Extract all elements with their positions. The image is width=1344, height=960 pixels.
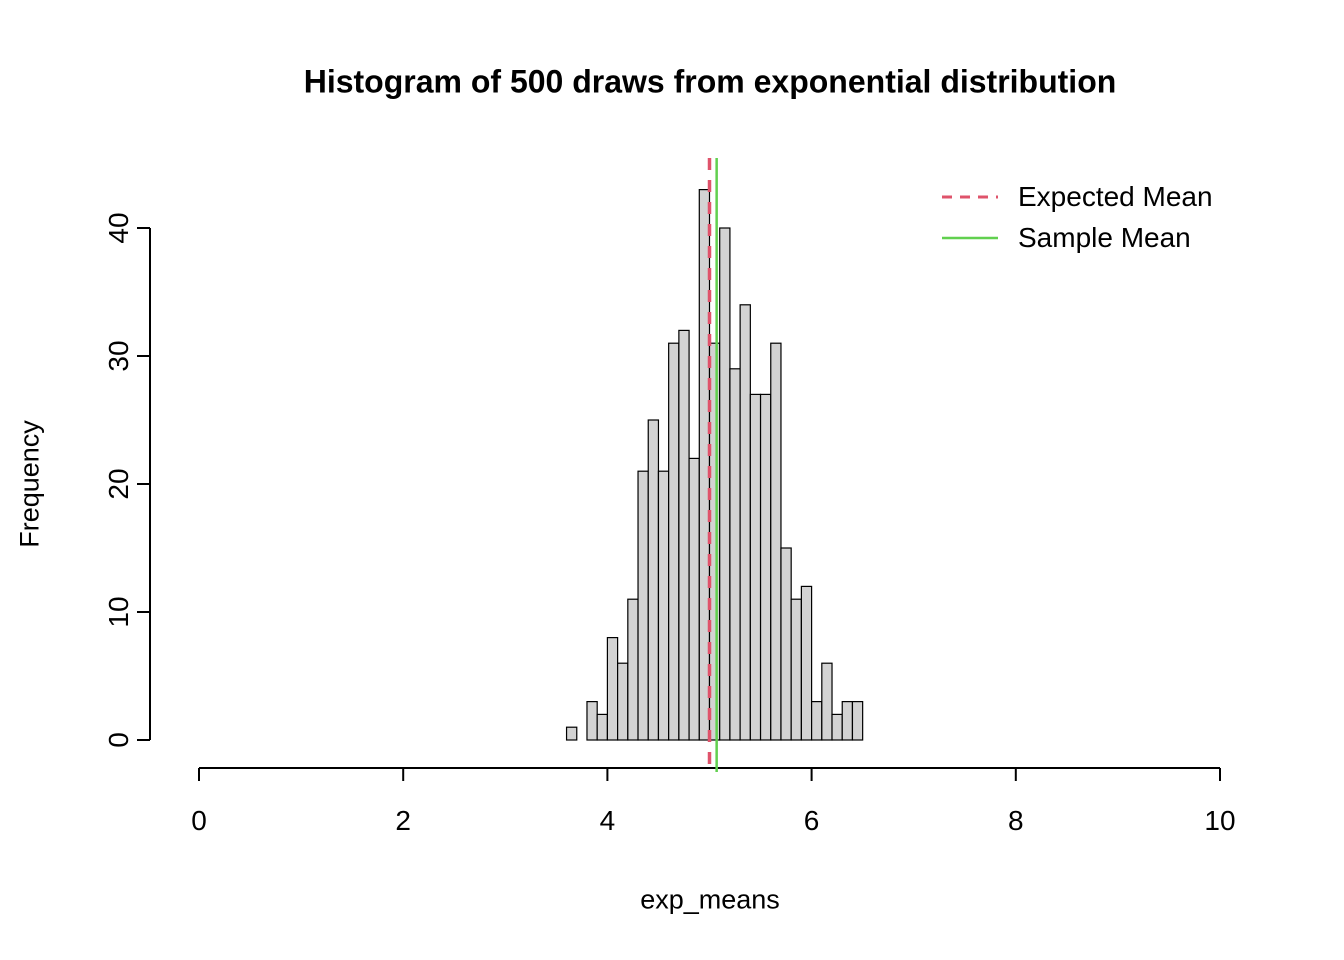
sample-mean-legend-line-icon (942, 236, 998, 239)
histogram-bar (749, 393, 762, 741)
histogram-bar (851, 700, 864, 741)
histogram-bar (821, 662, 833, 741)
histogram-bar (770, 342, 782, 741)
x-axis-tick-label: 8 (1008, 805, 1024, 836)
histogram-bar (586, 700, 598, 741)
x-axis-tick-label: 10 (1204, 805, 1235, 836)
histogram-bar (668, 342, 680, 741)
histogram-bar (759, 393, 772, 741)
histogram-bar (841, 700, 854, 741)
histogram-bar (780, 547, 792, 741)
histogram-bar (596, 713, 609, 741)
histogram-bar (790, 598, 802, 741)
x-axis-tick-label: 4 (600, 805, 616, 836)
x-axis-tick-label: 6 (804, 805, 820, 836)
legend: Expected Mean Sample Mean (942, 176, 1213, 258)
histogram-bar (657, 470, 670, 741)
sample-mean-legend-label: Sample Mean (1018, 221, 1191, 253)
y-axis-tick-label: 10 (103, 596, 134, 627)
expected-mean-legend-line-icon (942, 195, 998, 198)
histogram-bar (719, 227, 731, 741)
y-axis-tick-label: 20 (103, 468, 134, 499)
histogram-bar (739, 304, 751, 741)
legend-item-expected-mean: Expected Mean (942, 176, 1213, 217)
chart-title: Histogram of 500 draws from exponential … (303, 63, 1117, 100)
histogram-bar (565, 726, 578, 741)
y-axis-title: Frequency (14, 420, 45, 548)
x-axis-title: exp_means (640, 884, 780, 915)
histogram-bar (606, 636, 619, 741)
histogram-bar (637, 470, 649, 741)
histogram-bar (647, 419, 660, 741)
y-axis-tick-label: 30 (103, 340, 134, 371)
histogram-bar (810, 700, 823, 741)
x-axis-tick-label: 2 (395, 805, 411, 836)
y-axis-tick-label: 40 (103, 212, 134, 243)
histogram-bar (831, 713, 843, 741)
histogram-bar (627, 598, 639, 741)
x-axis-tick-label: 0 (191, 805, 207, 836)
histogram-bar (800, 585, 813, 741)
histogram-bar (688, 457, 700, 741)
histogram-bar (678, 329, 690, 741)
y-axis-tick-label: 0 (103, 732, 134, 748)
legend-item-sample-mean: Sample Mean (942, 217, 1213, 258)
expected-mean-legend-label: Expected Mean (1018, 180, 1213, 212)
histogram-bar (617, 662, 629, 741)
histogram-bar (729, 368, 741, 741)
